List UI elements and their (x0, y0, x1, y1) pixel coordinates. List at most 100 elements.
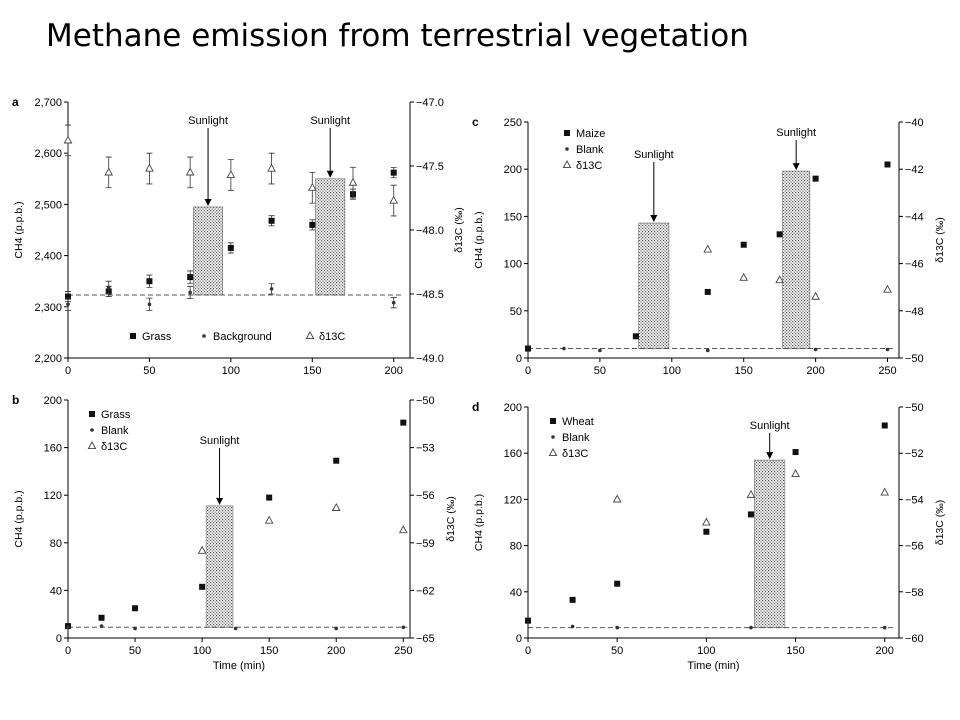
panel-c: c Sunlight Sunlight 0 50 100 150 200 250 0 50 100 15… (472, 115, 946, 377)
data-point-square (881, 422, 888, 429)
sunlight-label: Sunlight (750, 420, 790, 432)
data-point-square (309, 221, 316, 228)
legend-marker (564, 130, 570, 136)
data-point-square (333, 457, 340, 464)
axes-frame (527, 407, 900, 639)
legend-marker (562, 160, 572, 169)
data-point-triangle (739, 272, 749, 281)
legend-label: δ13C (319, 331, 345, 343)
y2-tick-label: −48.0 (416, 225, 444, 237)
data-point-triangle (746, 489, 756, 498)
y-tick-label: 250 (504, 117, 522, 129)
x-tick-label: 150 (735, 365, 753, 377)
legend-label: Background (213, 331, 272, 343)
y2-tick-label: −54 (905, 494, 924, 506)
legend-label: Blank (562, 432, 590, 444)
data-point-dot (598, 348, 602, 353)
y-tick-label: 2,700 (34, 97, 62, 109)
data-point-dot (66, 302, 70, 307)
y-tick-label: 2,300 (34, 302, 62, 314)
legend-label: δ13C (576, 160, 602, 172)
data-point-dot (813, 347, 818, 352)
x-tick-label: 100 (193, 645, 211, 657)
y-tick-label: 80 (510, 541, 522, 553)
x-tick-label: 200 (806, 365, 824, 377)
legend-marker (305, 331, 315, 340)
data-point-dot (570, 624, 575, 629)
y-tick-label: 200 (44, 395, 62, 407)
data-point-dot (106, 285, 111, 290)
data-point-square (266, 494, 273, 501)
x-tick-label: 200 (385, 365, 403, 377)
panel-letter: b (12, 393, 19, 407)
sunlight-arrow-head (326, 170, 334, 178)
y-axis-label: CH4 (p.p.b.) (473, 494, 485, 551)
y-tick-label: 200 (504, 402, 522, 414)
data-point-dot (705, 348, 710, 353)
legend-marker (551, 435, 555, 439)
data-point-square (65, 293, 71, 300)
data-point-triangle (185, 167, 195, 176)
y2-tick-label: −47.5 (416, 161, 444, 173)
y2-tick-label: −46 (905, 259, 924, 271)
x-tick-label: 100 (697, 645, 715, 657)
data-point-square (704, 288, 711, 295)
x-axis-label: Time (min) (687, 660, 739, 672)
y-tick-label: 120 (44, 490, 62, 502)
y-tick-label: 40 (510, 587, 522, 599)
x-tick-label: 250 (394, 645, 412, 657)
data-point-square (268, 217, 275, 224)
axes-frame (67, 102, 411, 359)
sunlight-arrow-head (204, 198, 212, 206)
data-point-dot (133, 626, 137, 631)
data-point-square (98, 614, 105, 621)
data-point-triangle (145, 163, 154, 172)
x-tick-label: 250 (878, 365, 896, 377)
y-tick-label: 50 (510, 306, 522, 318)
x-tick-label: 50 (594, 365, 606, 377)
y-tick-label: 2,500 (34, 199, 62, 211)
panel-b: b Sunlight 0 50 100 150 200 250 0 40 80 120 160 200 −6… (12, 393, 457, 672)
y2-tick-label: −53 (416, 443, 435, 455)
y-tick-label: 2,400 (34, 251, 62, 263)
y-tick-label: 0 (516, 633, 522, 645)
sunlight-bar (638, 222, 670, 349)
y-tick-label: 160 (44, 443, 62, 455)
legend-marker (550, 418, 556, 424)
sunlight-label: Sunlight (200, 435, 240, 447)
sunlight-arrow-head (766, 452, 774, 460)
sunlight-arrow-head (650, 215, 658, 223)
data-point-square (199, 583, 206, 590)
legend-label: Grass (101, 409, 131, 421)
sunlight-bar (754, 459, 786, 628)
y2-tick-label: −47.0 (416, 97, 444, 109)
x-tick-label: 150 (260, 645, 278, 657)
y-axis-label: CH4 (p.p.b.) (13, 490, 25, 547)
panel-d: d Sunlight 0 50 100 150 200 0 40 80 120 160 200 −60 −5… (472, 400, 946, 672)
data-point-square (146, 278, 153, 285)
x-tick-label: 50 (143, 365, 155, 377)
data-point-square (884, 161, 891, 168)
y-axis-label: CH4 (p.p.b.) (13, 201, 25, 258)
legend-marker (565, 147, 569, 151)
data-point-triangle (702, 517, 711, 526)
x-tick-label: 150 (303, 365, 321, 377)
data-point-triangle (226, 170, 236, 179)
y2-tick-label: −65 (416, 633, 435, 645)
y2-axis-label: δ13C (‰) (934, 500, 946, 546)
x-tick-label: 0 (525, 365, 531, 377)
y2-tick-label: −60 (905, 633, 924, 645)
y-tick-label: 200 (504, 164, 522, 176)
x-tick-label: 100 (222, 365, 240, 377)
y2-tick-label: −59 (416, 538, 435, 550)
y2-axis-label: δ13C (‰) (934, 217, 946, 263)
y2-tick-label: −56 (905, 541, 924, 553)
x-tick-label: 0 (65, 365, 71, 377)
data-point-triangle (63, 135, 73, 144)
data-point-square (525, 345, 531, 352)
legend-label: Blank (576, 144, 604, 156)
y2-tick-label: −62 (416, 585, 435, 597)
sunlight-label: Sunlight (310, 115, 350, 127)
legend-marker (90, 428, 94, 432)
